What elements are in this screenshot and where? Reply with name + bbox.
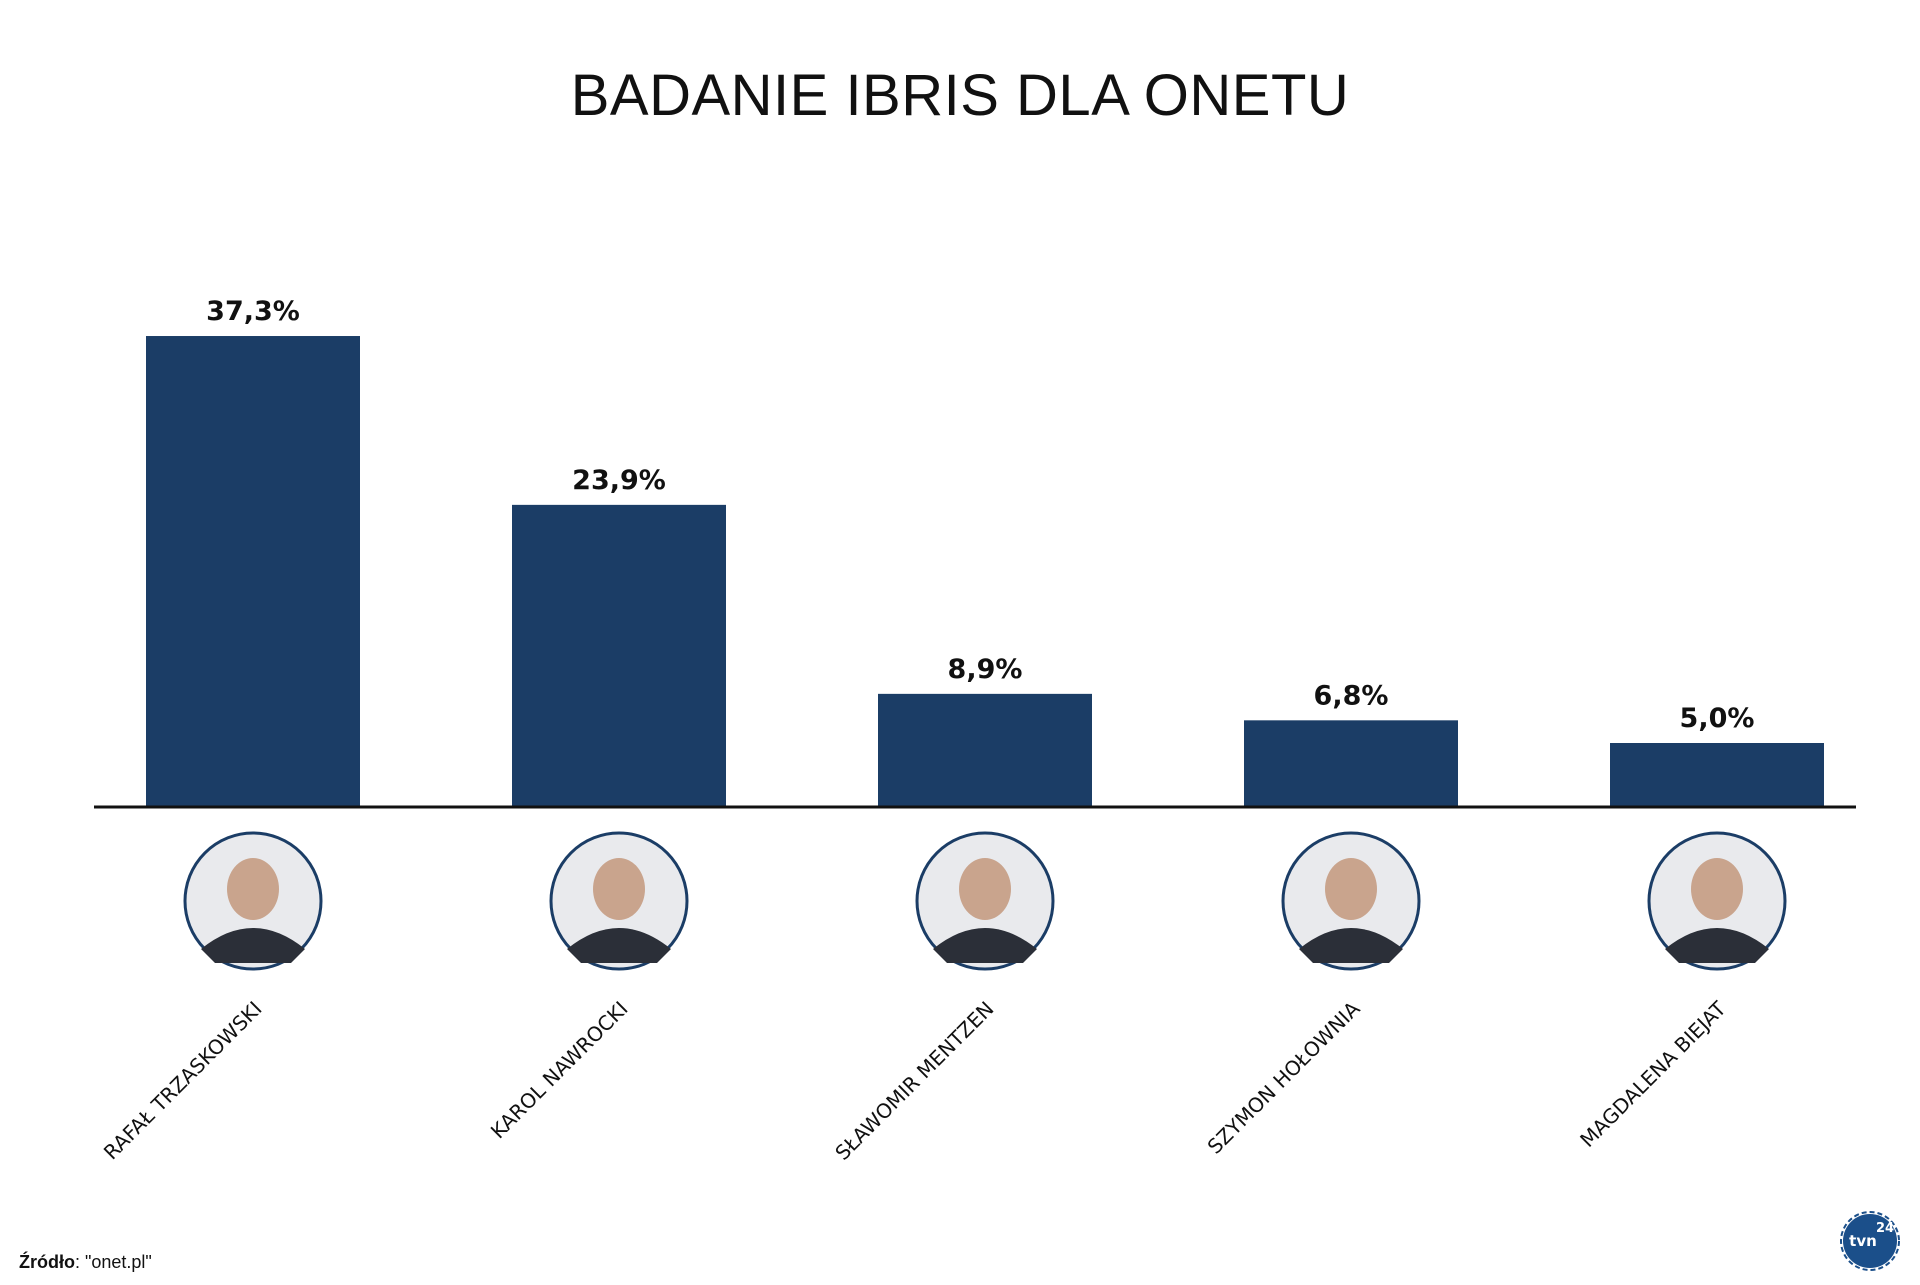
bar-value-label: 8,9% (948, 654, 1023, 685)
category-label: SZYMON HOŁOWNIA (1203, 996, 1365, 1158)
bar-value-label: 23,9% (572, 465, 666, 496)
category-label: RAFAŁ TRZASKOWSKI (99, 997, 267, 1165)
bar (146, 336, 360, 806)
source-value: : "onet.pl" (75, 1252, 152, 1272)
candidate-photo-avatar (1647, 831, 1787, 971)
bar-value-label: 5,0% (1680, 703, 1755, 734)
tvn24-logo-icon: tvn 24 (1840, 1211, 1900, 1271)
category-label: KAROL NAWROCKI (486, 997, 633, 1144)
chart-title: BADANIE IBRIS DLA ONETU (570, 63, 1350, 128)
bar (1610, 743, 1824, 806)
bar-value-label: 6,8% (1314, 680, 1389, 711)
category-label: MAGDALENA BIEJAT (1575, 996, 1731, 1152)
source-note: Źródło: "onet.pl" (19, 1252, 152, 1273)
candidate-photo-avatar (915, 831, 1055, 971)
candidate-photo-avatar (183, 831, 323, 971)
candidate-photo-avatar (1281, 831, 1421, 971)
bar (878, 693, 1092, 806)
category-label: SŁAWOMIR MENTZEN (830, 997, 998, 1165)
bar (1244, 720, 1458, 806)
candidate-photo-avatar (549, 831, 689, 971)
logo-number: 24 (1876, 1221, 1894, 1236)
source-label: Źródło (19, 1252, 75, 1272)
bar (512, 504, 726, 806)
bar-value-label: 37,3% (206, 296, 300, 327)
logo-text: tvn (1849, 1232, 1877, 1250)
